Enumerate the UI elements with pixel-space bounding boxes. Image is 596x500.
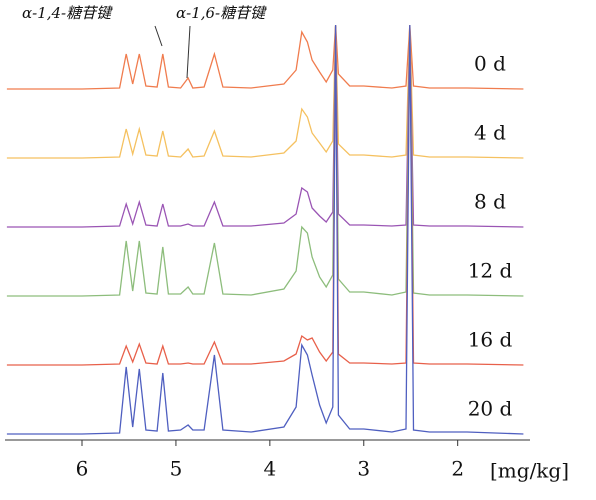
x-tick-label: 6 (76, 457, 89, 481)
spectrum-line (6, 24, 524, 90)
annotation: α-1,4-糖苷键 (22, 4, 113, 22)
x-tick-label: 3 (357, 457, 370, 481)
series-label: 8 d (474, 190, 506, 214)
series-label: 20 d (468, 397, 513, 421)
spectrum-line (6, 24, 524, 435)
annotation-arrow (154, 25, 163, 47)
spectrum-line (6, 25, 524, 159)
series-label: 4 d (474, 121, 506, 145)
series-label: 12 d (468, 259, 513, 283)
x-tick-label: 4 (263, 457, 276, 481)
x-tick-label: 2 (451, 457, 464, 481)
spectrum-line (6, 26, 524, 228)
series-label: 0 d (474, 52, 506, 76)
series-label: 16 d (468, 328, 513, 352)
spectrum-line (6, 25, 524, 297)
annotation-arrow (186, 25, 191, 79)
x-tick-label: 5 (170, 457, 183, 481)
annotation: α-1,6-糖苷键 (176, 4, 267, 22)
x-axis-label: [mg/kg] (490, 459, 569, 483)
spectrum-line (6, 25, 524, 366)
